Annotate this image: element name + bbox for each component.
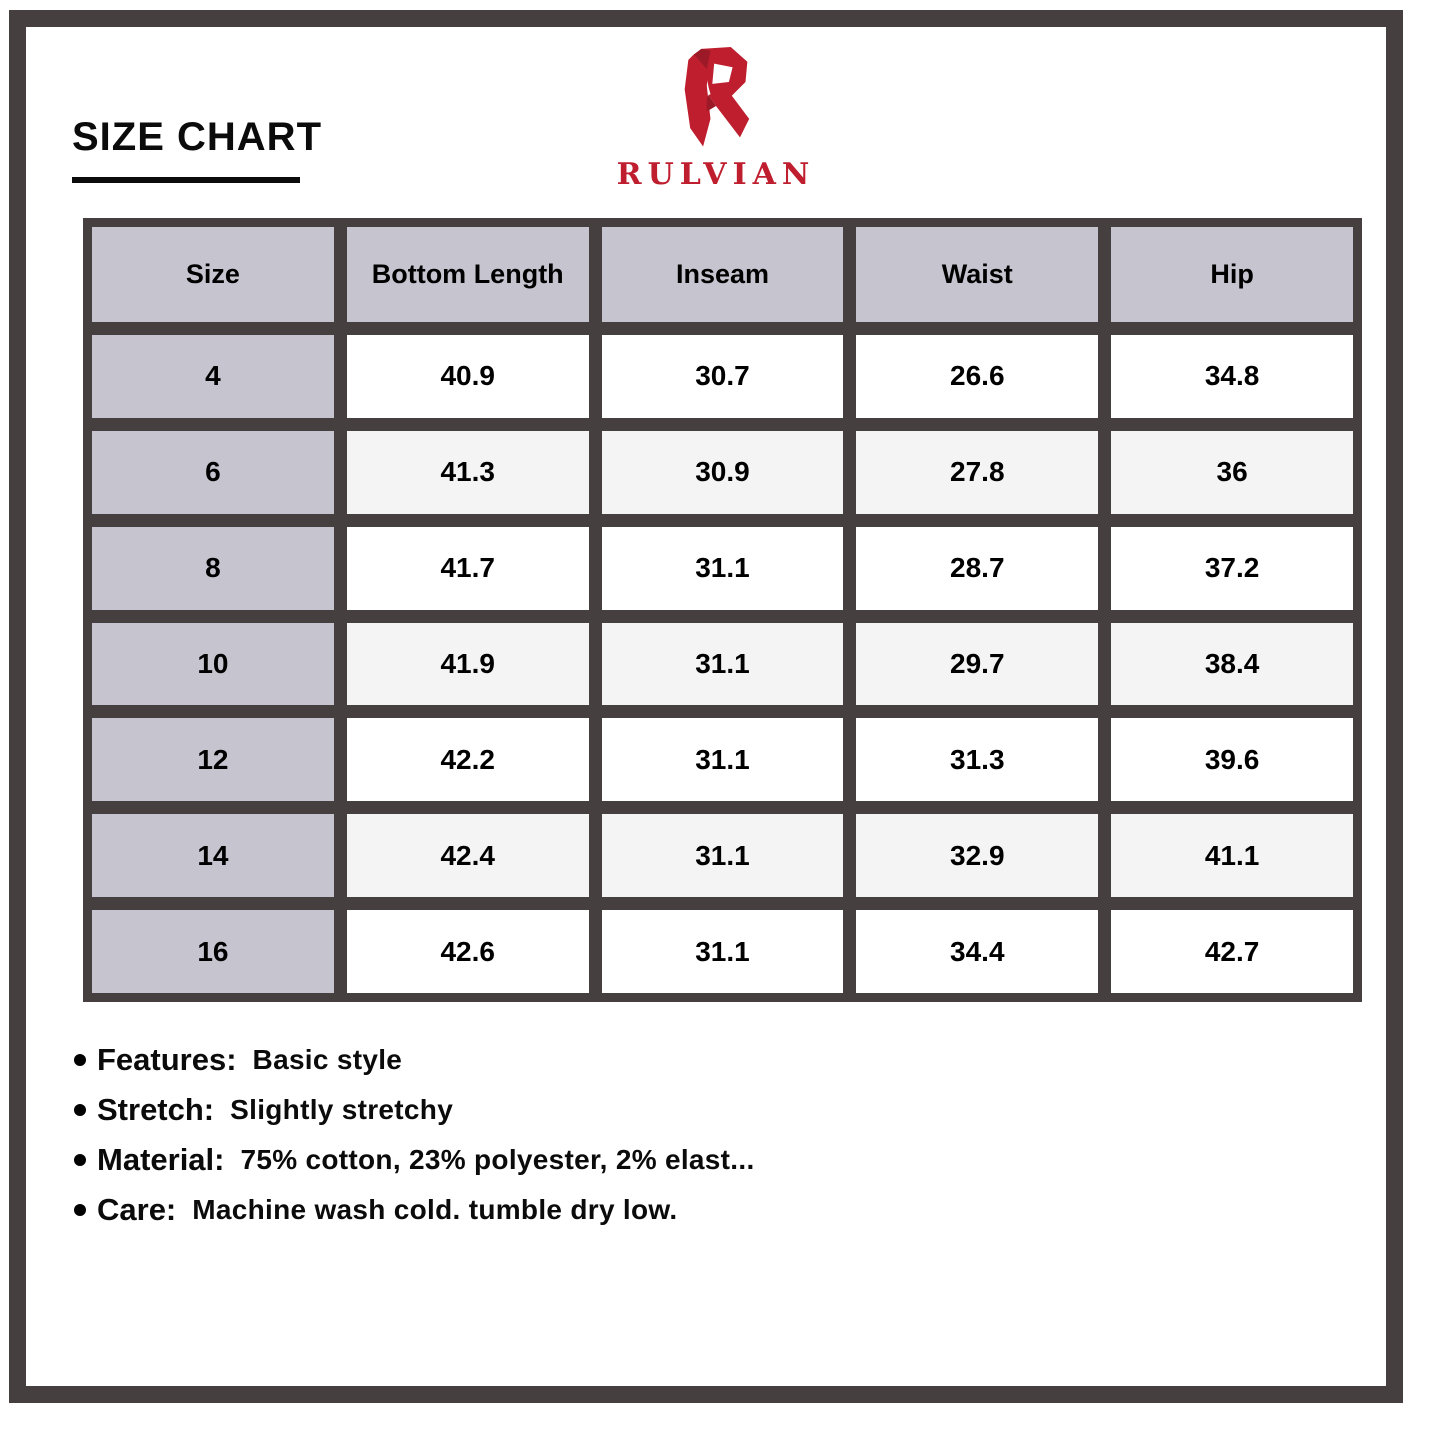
header-cell: Bottom Length xyxy=(346,227,589,322)
value-cell: 42.6 xyxy=(346,910,589,993)
detail-label: Material: xyxy=(97,1142,225,1177)
value-cell: 41.7 xyxy=(346,526,589,610)
value-cell: 41.9 xyxy=(346,622,589,706)
value-cell: 37.2 xyxy=(1111,526,1353,610)
rulvian-r-logo xyxy=(684,47,750,147)
size-cell: 6 xyxy=(92,430,334,514)
size-cell: 8 xyxy=(92,526,334,610)
value-cell: 42.2 xyxy=(346,718,589,802)
value-cell: 31.1 xyxy=(601,814,844,898)
brand-name: RULVIAN xyxy=(616,157,816,192)
value-cell: 42.7 xyxy=(1111,910,1353,993)
value-cell: 31.1 xyxy=(601,910,844,993)
value-cell: 34.8 xyxy=(1111,335,1353,418)
size-cell: 16 xyxy=(92,910,334,993)
size-cell: 12 xyxy=(92,718,334,802)
value-cell: 41.3 xyxy=(346,430,589,514)
detail-item: Features: Basic style xyxy=(74,1035,755,1085)
bullet-dot-icon xyxy=(74,1204,86,1216)
header-cell: Inseam xyxy=(601,227,844,322)
detail-item: Stretch: Slightly stretchy xyxy=(74,1085,755,1135)
value-cell: 30.9 xyxy=(601,430,844,514)
detail-label: Stretch: xyxy=(97,1092,215,1127)
value-cell: 30.7 xyxy=(601,335,844,418)
value-cell: 27.8 xyxy=(856,430,1099,514)
value-cell: 40.9 xyxy=(346,335,589,418)
title-underline xyxy=(72,177,300,183)
chart-frame: SIZE CHART RULVIAN Size Bottom Length In… xyxy=(9,10,1403,1403)
brand-logo: RULVIAN xyxy=(36,47,1396,192)
value-cell: 29.7 xyxy=(856,622,1099,706)
bullet-dot-icon xyxy=(74,1154,86,1166)
bullet-dot-icon xyxy=(74,1104,86,1116)
value-cell: 28.7 xyxy=(856,526,1099,610)
value-cell: 34.4 xyxy=(856,910,1099,993)
value-cell: 38.4 xyxy=(1111,622,1353,706)
value-cell: 31.1 xyxy=(601,526,844,610)
header-cell: Hip xyxy=(1111,227,1353,322)
detail-value: Slightly stretchy xyxy=(230,1094,454,1125)
detail-value: 75% cotton, 23% polyester, 2% elast... xyxy=(240,1144,755,1175)
detail-value: Machine wash cold. tumble dry low. xyxy=(192,1194,678,1225)
detail-item: Care: Machine wash cold. tumble dry low. xyxy=(74,1185,755,1235)
size-cell: 10 xyxy=(92,622,334,706)
product-details: Features: Basic style Stretch: Slightly … xyxy=(74,1035,755,1235)
value-cell: 32.9 xyxy=(856,814,1099,898)
detail-item: Material: 75% cotton, 23% polyester, 2% … xyxy=(74,1135,755,1185)
detail-value: Basic style xyxy=(252,1044,403,1075)
size-cell: 4 xyxy=(92,335,334,418)
value-cell: 39.6 xyxy=(1111,718,1353,802)
value-cell: 31.1 xyxy=(601,718,844,802)
value-cell: 36 xyxy=(1111,430,1353,514)
size-chart-table: Size Bottom Length Inseam Waist Hip 4 40… xyxy=(83,218,1362,1002)
bullet-dot-icon xyxy=(74,1054,86,1066)
size-cell: 14 xyxy=(92,814,334,898)
detail-label: Care: xyxy=(97,1192,177,1227)
header-cell: Waist xyxy=(856,227,1099,322)
value-cell: 31.1 xyxy=(601,622,844,706)
value-cell: 42.4 xyxy=(346,814,589,898)
value-cell: 26.6 xyxy=(856,335,1099,418)
header-cell: Size xyxy=(92,227,334,322)
value-cell: 31.3 xyxy=(856,718,1099,802)
value-cell: 41.1 xyxy=(1111,814,1353,898)
detail-label: Features: xyxy=(97,1042,237,1077)
page-title: SIZE CHART xyxy=(72,115,322,159)
